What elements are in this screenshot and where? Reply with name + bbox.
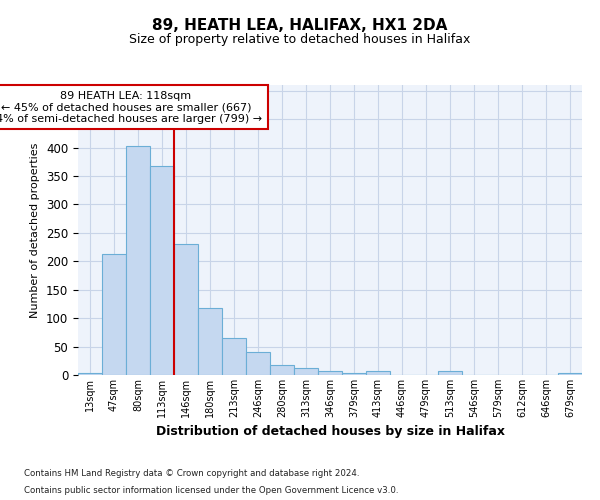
Bar bbox=[78, 372, 102, 375]
Bar bbox=[126, 146, 150, 375]
Bar bbox=[366, 371, 390, 375]
Bar bbox=[246, 352, 270, 375]
Bar bbox=[150, 166, 174, 375]
X-axis label: Distribution of detached houses by size in Halifax: Distribution of detached houses by size … bbox=[155, 426, 505, 438]
Bar bbox=[438, 371, 462, 375]
Bar bbox=[294, 368, 318, 375]
Text: Contains HM Land Registry data © Crown copyright and database right 2024.: Contains HM Land Registry data © Crown c… bbox=[24, 468, 359, 477]
Bar bbox=[318, 371, 342, 375]
Text: Size of property relative to detached houses in Halifax: Size of property relative to detached ho… bbox=[130, 32, 470, 46]
Bar bbox=[174, 244, 198, 375]
Bar bbox=[222, 338, 246, 375]
Bar bbox=[342, 372, 366, 375]
Text: Contains public sector information licensed under the Open Government Licence v3: Contains public sector information licen… bbox=[24, 486, 398, 495]
Text: 89 HEATH LEA: 118sqm
← 45% of detached houses are smaller (667)
54% of semi-deta: 89 HEATH LEA: 118sqm ← 45% of detached h… bbox=[0, 90, 263, 124]
Y-axis label: Number of detached properties: Number of detached properties bbox=[31, 142, 40, 318]
Bar bbox=[270, 365, 294, 375]
Text: 89, HEATH LEA, HALIFAX, HX1 2DA: 89, HEATH LEA, HALIFAX, HX1 2DA bbox=[152, 18, 448, 32]
Bar bbox=[198, 308, 222, 375]
Bar bbox=[558, 372, 582, 375]
Bar bbox=[102, 254, 126, 375]
